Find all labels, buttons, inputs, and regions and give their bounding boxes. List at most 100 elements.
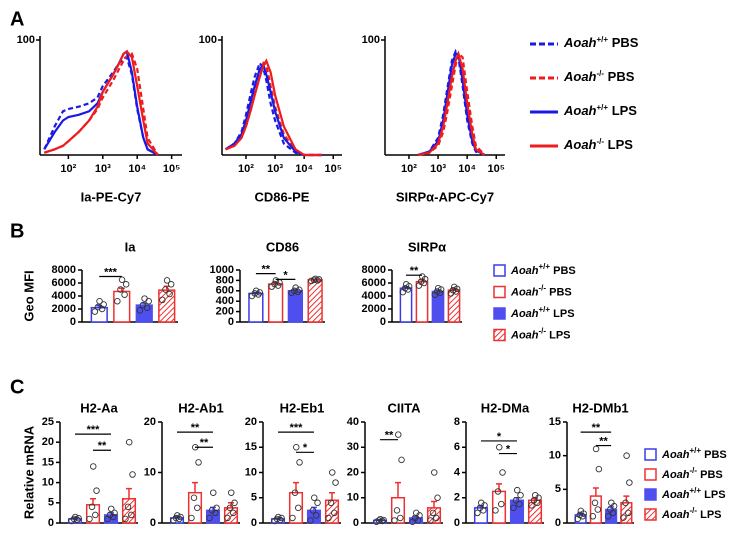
data-point bbox=[623, 452, 630, 459]
legend-swatch bbox=[493, 285, 506, 299]
data-point bbox=[375, 517, 383, 524]
y-tick-label: 10 bbox=[549, 450, 561, 462]
data-point bbox=[514, 486, 521, 494]
data-point bbox=[379, 517, 386, 525]
data-point bbox=[532, 491, 539, 499]
bar bbox=[431, 290, 445, 323]
y-tick-label: 6000 bbox=[362, 277, 386, 289]
y-tick-label: 15 bbox=[245, 441, 257, 453]
significance-label: ** bbox=[200, 437, 209, 449]
y-tick-label: 8 bbox=[454, 416, 460, 428]
data-point bbox=[72, 513, 79, 521]
data-point bbox=[295, 504, 302, 512]
data-point bbox=[177, 513, 184, 521]
data-point bbox=[420, 279, 428, 287]
data-point bbox=[206, 514, 213, 522]
data-point bbox=[166, 290, 173, 298]
error-bar bbox=[431, 500, 437, 508]
data-point bbox=[314, 499, 321, 507]
error-bar bbox=[329, 491, 335, 501]
legend-label: Aoah+/+ LPS bbox=[661, 486, 726, 501]
data-point bbox=[595, 465, 603, 473]
bar bbox=[187, 491, 203, 524]
data-point bbox=[210, 489, 217, 496]
y-tick-label: 10 bbox=[144, 466, 156, 478]
data-point bbox=[312, 275, 319, 283]
error-bar bbox=[192, 481, 198, 493]
x-axis-label: SIRPα-APC-Cy7 bbox=[396, 189, 494, 204]
y-tick-label: 10 bbox=[347, 492, 359, 504]
y-tick-label: 5 bbox=[251, 492, 257, 504]
x-tick-label: 10⁴ bbox=[128, 163, 146, 175]
data-point bbox=[230, 509, 237, 517]
error-bar bbox=[118, 287, 125, 292]
data-point bbox=[434, 284, 442, 292]
plot: 0 5 10 15 20 25 bbox=[42, 416, 138, 529]
data-point bbox=[418, 273, 426, 280]
legend-label: Aoah+/+ LPS bbox=[510, 305, 575, 320]
data-point bbox=[88, 503, 96, 511]
y-tick-label: 10 bbox=[42, 477, 54, 489]
bar bbox=[121, 498, 137, 524]
data-point bbox=[434, 494, 441, 502]
data-point bbox=[291, 489, 299, 496]
error-bar bbox=[496, 483, 502, 492]
y-tick-label: 100 bbox=[362, 34, 380, 46]
data-point bbox=[111, 509, 118, 517]
y-tick-label: 600 bbox=[216, 285, 234, 297]
data-point bbox=[397, 514, 404, 522]
legend-label: Aoah+/+ LPS bbox=[563, 103, 637, 119]
data-point bbox=[121, 291, 128, 298]
bar bbox=[248, 292, 264, 323]
legend-swatch bbox=[493, 328, 506, 342]
data-point bbox=[517, 491, 524, 499]
data-point bbox=[278, 514, 285, 522]
y-tick-label: 5 bbox=[48, 497, 54, 509]
y-tick-label: 2 bbox=[454, 492, 460, 504]
bar bbox=[509, 499, 525, 524]
chart-title: Ia bbox=[125, 239, 137, 254]
data-point bbox=[528, 502, 535, 509]
data-point bbox=[413, 509, 420, 517]
significance-label: * bbox=[303, 442, 308, 454]
data-point bbox=[126, 438, 133, 446]
y-tick-label: 4000 bbox=[362, 290, 386, 302]
bar bbox=[399, 287, 413, 323]
data-point bbox=[275, 513, 282, 521]
x-tick-label: 10⁴ bbox=[458, 163, 476, 175]
legend-label: Aoah+/+ PBS bbox=[563, 35, 639, 51]
significance-label: ** bbox=[592, 422, 601, 434]
data-point bbox=[292, 284, 299, 291]
significance-label: * bbox=[506, 443, 511, 455]
significance-label: ** bbox=[261, 264, 270, 276]
significance-label: ** bbox=[410, 265, 419, 277]
data-point bbox=[622, 499, 629, 507]
data-point bbox=[437, 286, 445, 293]
data-point bbox=[117, 286, 124, 293]
y-tick-label: 15 bbox=[549, 416, 561, 428]
data-point bbox=[136, 307, 144, 314]
panel-label: B bbox=[10, 220, 24, 242]
data-point bbox=[190, 494, 198, 502]
data-point bbox=[94, 303, 102, 311]
chart-title: CIITA bbox=[388, 400, 422, 415]
chart-title: H2-Eb1 bbox=[280, 400, 325, 415]
y-tick-label: 100 bbox=[17, 34, 35, 46]
y-tick-label: 0 bbox=[380, 316, 386, 328]
data-point bbox=[145, 297, 152, 305]
data-point bbox=[450, 283, 458, 291]
significance-label: * bbox=[497, 431, 502, 443]
panel-label: C bbox=[10, 376, 24, 398]
data-point bbox=[431, 469, 438, 476]
plot: 100 10² 10³ 10⁴ 10⁵ bbox=[199, 34, 342, 175]
data-point bbox=[620, 514, 627, 521]
data-point bbox=[402, 281, 410, 288]
data-point bbox=[498, 500, 505, 508]
data-point bbox=[141, 295, 148, 302]
data-point bbox=[163, 277, 171, 284]
x-tick-label: 10⁵ bbox=[325, 163, 342, 175]
y-axis-label: Geo MFI bbox=[21, 270, 36, 321]
legend-swatch bbox=[644, 508, 657, 521]
data-point bbox=[309, 507, 317, 514]
